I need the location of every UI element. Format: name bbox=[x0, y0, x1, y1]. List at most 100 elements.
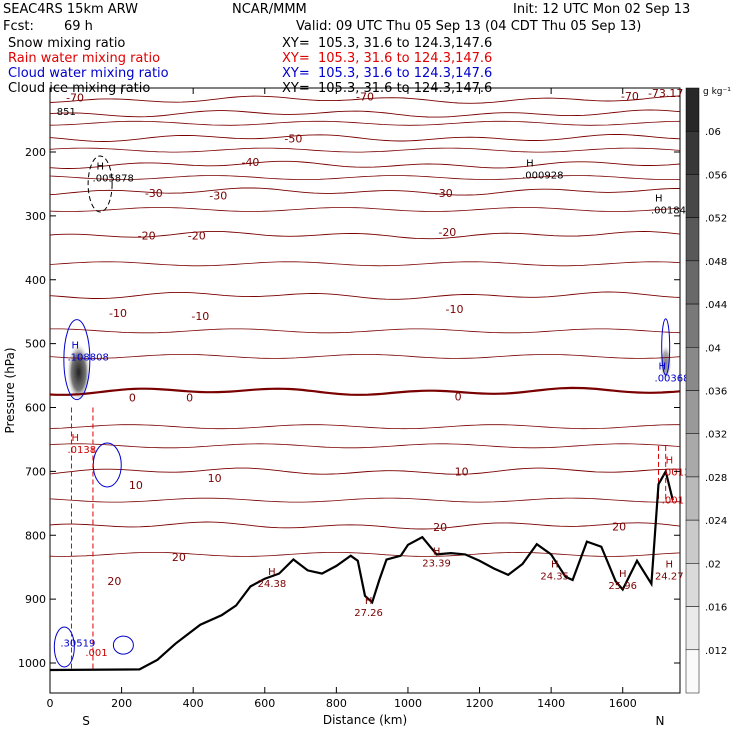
colorbar-segment bbox=[685, 433, 700, 478]
terrain-max-value: 24.38 bbox=[258, 579, 287, 590]
cloud-water-contour bbox=[112, 635, 134, 655]
temp-contour-line bbox=[50, 109, 680, 118]
maximum-value-label: .0138 bbox=[67, 445, 96, 456]
y-tick-label: 1000 bbox=[18, 657, 46, 670]
colorbar-segment bbox=[685, 260, 700, 305]
temp-contour-line bbox=[50, 120, 680, 126]
field-rain: Rain water mixing ratio bbox=[8, 51, 161, 66]
field-snow: Snow mixing ratio bbox=[8, 36, 126, 51]
terrain-max-marker: H bbox=[619, 569, 627, 580]
temp-contour-label: -70 bbox=[66, 92, 84, 105]
field-cloud-water: Cloud water mixing ratio bbox=[8, 66, 169, 81]
colorbar-segment bbox=[685, 563, 700, 607]
y-tick-label: 700 bbox=[25, 465, 46, 478]
colorbar-tick-label: .056 bbox=[705, 170, 727, 181]
temp-contour-label: -10 bbox=[446, 303, 464, 316]
ice-max-shading bbox=[659, 344, 672, 381]
temperature-contours bbox=[50, 95, 680, 557]
field-cloud-ice-xy: XY= 105.3, 31.6 to 124.3,147.6 bbox=[282, 81, 493, 96]
temp-contour-line bbox=[50, 230, 680, 240]
temp-contour-line bbox=[50, 467, 680, 475]
cloud-water-contour bbox=[661, 318, 671, 376]
terrain-max-value: 23.39 bbox=[422, 559, 451, 570]
colorbar-tick-label: .024 bbox=[705, 516, 727, 527]
colorbar-tick-label: .048 bbox=[705, 257, 727, 268]
colorbar-tick-label: .032 bbox=[705, 430, 727, 441]
y-tick-label: 900 bbox=[25, 593, 46, 606]
temp-contour-label: 0 bbox=[129, 391, 136, 404]
terrain-profile bbox=[50, 468, 674, 672]
colorbar-tick-label: .02 bbox=[705, 559, 721, 570]
maximum-marker: H bbox=[71, 433, 79, 444]
colorbar-segment bbox=[685, 174, 700, 218]
temp-contour-label: -70 bbox=[356, 90, 374, 103]
colorbar-segment bbox=[685, 303, 700, 348]
colorbar-tick-label: .04 bbox=[705, 343, 721, 354]
temp-contour-line bbox=[50, 175, 680, 180]
colorbar-tick-label: .028 bbox=[705, 473, 727, 484]
colorbar-segment bbox=[685, 519, 700, 564]
fcst-label: Fcst: bbox=[3, 19, 34, 34]
temp-contour-label: -50 bbox=[284, 133, 302, 146]
y-tick-label: 200 bbox=[25, 146, 46, 159]
snow-max-shading bbox=[66, 342, 91, 403]
temp-contour-label: 20 bbox=[107, 575, 121, 588]
fcst-value: 69 h bbox=[64, 19, 93, 34]
cloud-water-contour bbox=[63, 319, 91, 401]
temp-contour-line bbox=[50, 497, 680, 503]
terrain-max-value: 27.26 bbox=[354, 608, 383, 619]
terrain-max-marker: H bbox=[551, 559, 559, 570]
temp-contour-label: 20 bbox=[433, 521, 447, 534]
north-label: N bbox=[656, 714, 665, 728]
temp-contour-label: -10 bbox=[109, 307, 127, 320]
terrain-max-value: 24.35 bbox=[540, 571, 569, 582]
cloud-water-contours bbox=[53, 155, 671, 670]
colorbar-segment bbox=[685, 217, 700, 262]
terrain-max-marker: H bbox=[268, 567, 276, 578]
temp-contour-line bbox=[50, 551, 680, 557]
maximum-value-label: .30519 bbox=[60, 639, 95, 650]
terrain-max-value: 25.96 bbox=[608, 581, 637, 592]
y-tick-label: 800 bbox=[25, 529, 46, 542]
colorbar-segment bbox=[685, 649, 700, 694]
x-tick-label: 200 bbox=[111, 697, 132, 710]
temp-contour-line bbox=[50, 386, 680, 396]
temp-contour-label: -20 bbox=[138, 230, 156, 243]
temp-contour-line bbox=[50, 261, 680, 267]
x-tick-label: 400 bbox=[183, 697, 204, 710]
colorbar-segment bbox=[685, 390, 700, 434]
x-tick-label: 600 bbox=[254, 697, 275, 710]
temp-contour-label: -40 bbox=[241, 156, 259, 169]
terrain-max-marker: H bbox=[433, 547, 441, 558]
temp-contour-label: 0 bbox=[186, 391, 193, 404]
temp-contour-label: 0 bbox=[455, 391, 462, 404]
colorbar-tick-label: .044 bbox=[705, 300, 727, 311]
terrain-max-marker: H bbox=[365, 596, 373, 607]
maximum-marker: H bbox=[526, 158, 534, 169]
colorbar-segment bbox=[685, 130, 700, 175]
x-tick-label: 1600 bbox=[609, 697, 637, 710]
temp-contour-label: 10 bbox=[208, 472, 222, 485]
temp-contour-label: -70 bbox=[621, 90, 639, 103]
maximum-value-label: .005878 bbox=[93, 174, 134, 185]
y-tick-label: 300 bbox=[25, 210, 46, 223]
maximum-marker: H bbox=[655, 193, 663, 204]
snow-contour bbox=[87, 155, 113, 213]
temp-contour-line bbox=[50, 147, 680, 153]
colorbar-tick-label: .012 bbox=[705, 646, 727, 657]
colorbar-segment bbox=[685, 476, 700, 521]
temp-contour-line bbox=[50, 134, 680, 142]
maximum-value-label: .108808 bbox=[67, 352, 108, 363]
cloud-water-contour bbox=[53, 626, 75, 668]
colorbar-tick-label: .06 bbox=[705, 127, 721, 138]
y-tick-label: 500 bbox=[25, 338, 46, 351]
temp-contour-line bbox=[50, 354, 680, 359]
org-label: NCAR/MMM bbox=[232, 2, 307, 17]
field-cloud-ice: Cloud ice mixing ratio bbox=[8, 81, 151, 96]
temp-contour-label: -20 bbox=[188, 230, 206, 243]
temp-contour-line bbox=[50, 424, 680, 430]
maximum-value-label: .00130 bbox=[662, 467, 697, 478]
maximum-value-label: .000928 bbox=[522, 170, 563, 181]
